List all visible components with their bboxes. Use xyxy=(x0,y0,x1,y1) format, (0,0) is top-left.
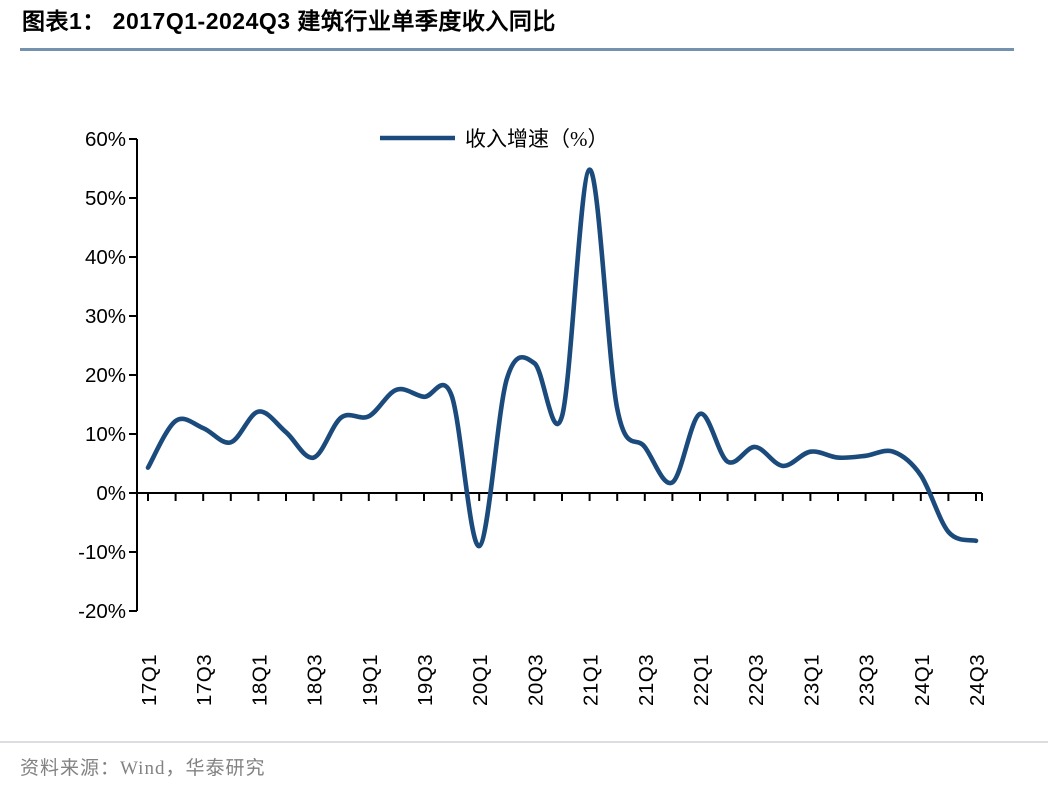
x-axis-label: 20Q3 xyxy=(524,654,547,706)
x-axis-label: 24Q1 xyxy=(911,654,934,706)
y-axis-label: 50% xyxy=(85,187,126,210)
revenue-growth-series-line xyxy=(145,167,979,549)
x-axis-label: 22Q1 xyxy=(690,654,713,706)
x-axis-label: 21Q3 xyxy=(635,654,658,706)
x-axis-label: 22Q3 xyxy=(745,654,768,706)
x-axis-label: 20Q1 xyxy=(469,654,492,706)
y-axis-label: -10% xyxy=(78,541,126,564)
y-axis-label: 0% xyxy=(96,482,126,505)
revenue-growth-line-chart: 60% 50% 40% 30% 20% 10% 0% -10% -20% 17Q1 17Q3 18Q1… xyxy=(78,127,989,706)
legend-label: 收入增速（%） xyxy=(465,127,609,151)
chart-title: 图表1： 2017Q1-2024Q3 建筑行业单季度收入同比 xyxy=(22,8,556,34)
y-axis-label: 60% xyxy=(85,128,126,151)
x-axis-label: 17Q3 xyxy=(193,654,216,706)
y-axis-label: 40% xyxy=(85,246,126,269)
x-axis-label: 21Q1 xyxy=(580,654,603,706)
chart-footer: 资料来源：Wind，华泰研究 xyxy=(0,741,1048,780)
x-axis-label: 19Q1 xyxy=(359,654,382,706)
y-axis-label: -20% xyxy=(78,600,126,623)
x-axis-label: 23Q1 xyxy=(800,654,823,706)
y-axis-label: 20% xyxy=(85,364,126,387)
title-underline xyxy=(20,48,1014,51)
y-axis-label: 30% xyxy=(85,305,126,328)
x-axis-label: 18Q3 xyxy=(304,654,327,706)
y-axis-label: 10% xyxy=(85,423,126,446)
source-note: 资料来源：Wind，华泰研究 xyxy=(20,758,266,779)
x-axis-label: 18Q1 xyxy=(248,654,271,706)
x-axis-label: 24Q3 xyxy=(966,654,989,706)
x-axis-label: 19Q3 xyxy=(414,654,437,706)
x-axis-label: 17Q1 xyxy=(138,654,161,706)
x-axis-label: 23Q3 xyxy=(856,654,879,706)
